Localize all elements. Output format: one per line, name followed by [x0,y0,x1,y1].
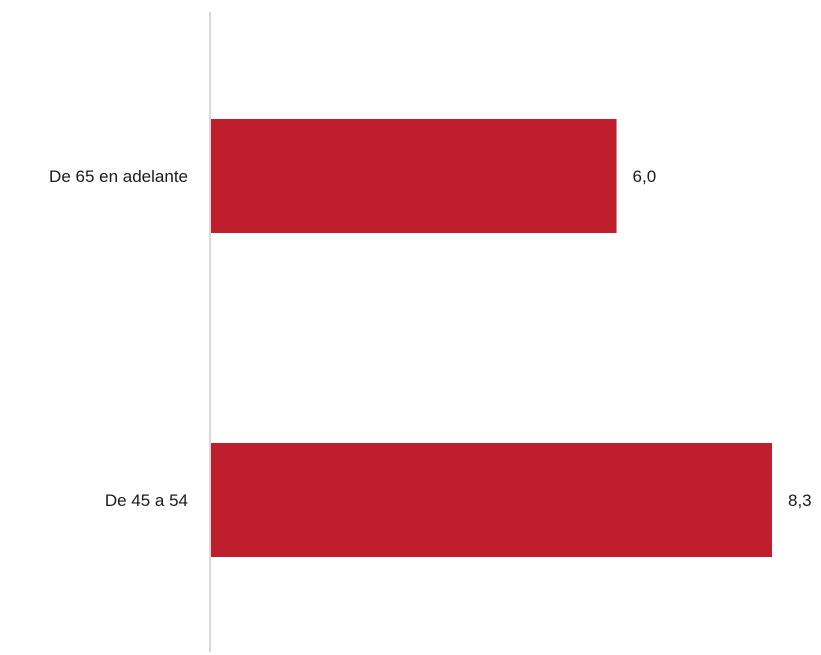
bar [211,119,617,233]
value-label: 8,3 [788,491,812,510]
value-labels-group: 6,0 8,3 [633,167,812,510]
value-label: 6,0 [633,167,657,186]
bar [211,443,772,557]
bars-group [211,119,772,557]
category-labels-group: De 65 en adelante De 45 a 54 [49,167,188,510]
category-label: De 45 a 54 [105,491,188,510]
category-label: De 65 en adelante [49,167,188,186]
